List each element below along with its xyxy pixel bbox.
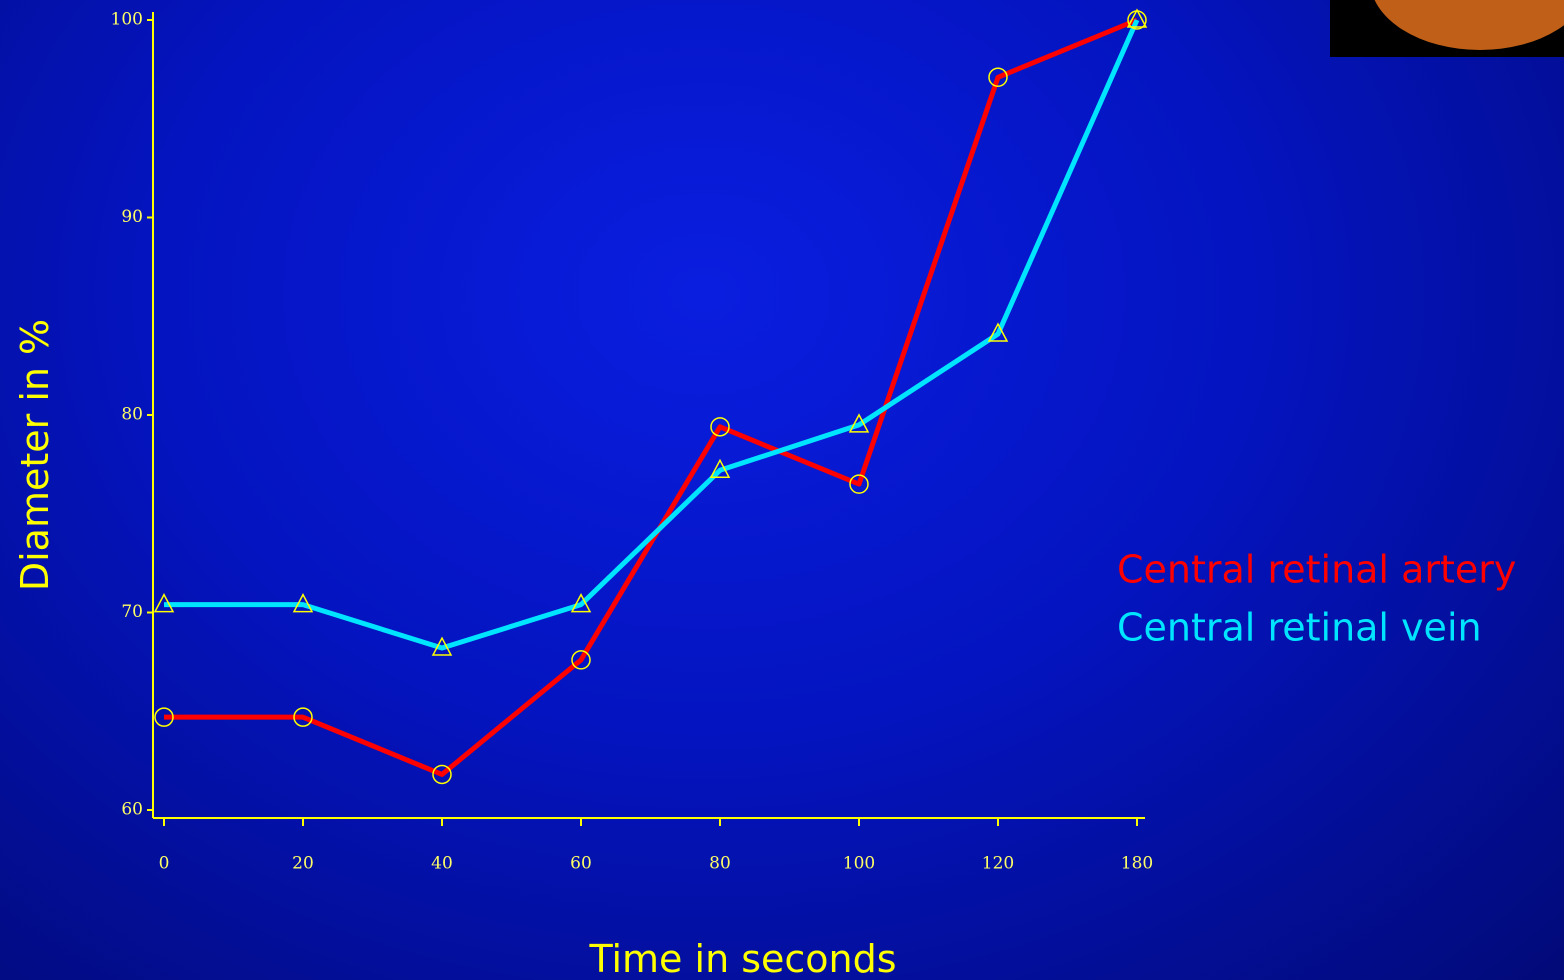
x-tick-label: 100 (843, 854, 875, 874)
x-tick-label: 0 (159, 854, 170, 874)
x-tick-label: 180 (1121, 854, 1153, 874)
page: {"chart_data": {"type": "line", "categor… (0, 0, 1564, 980)
chart: Time in seconds Diameter in % 60 70 80 90 10… (0, 0, 1564, 980)
legend-entry: Central retinal artery (1117, 548, 1516, 592)
y-tick-label: 60 (121, 800, 143, 820)
legend-entry: Central retinal vein (1117, 606, 1482, 650)
x-tick-label: 120 (982, 854, 1014, 874)
x-tick-label: 20 (292, 854, 314, 874)
photo-fragment (1330, 0, 1564, 57)
series-line (164, 20, 1137, 774)
x-tick-label: 40 (431, 854, 453, 874)
y-axis-label: Diameter in % (13, 319, 57, 591)
y-tick-label: 80 (121, 405, 143, 425)
series-line (164, 20, 1137, 648)
x-axis-label: Time in seconds (588, 937, 896, 980)
y-tick-label: 90 (121, 207, 143, 227)
y-tick-label: 100 (111, 10, 143, 30)
x-tick-label: 60 (570, 854, 592, 874)
y-tick-label: 70 (121, 602, 143, 622)
x-tick-label: 80 (709, 854, 731, 874)
